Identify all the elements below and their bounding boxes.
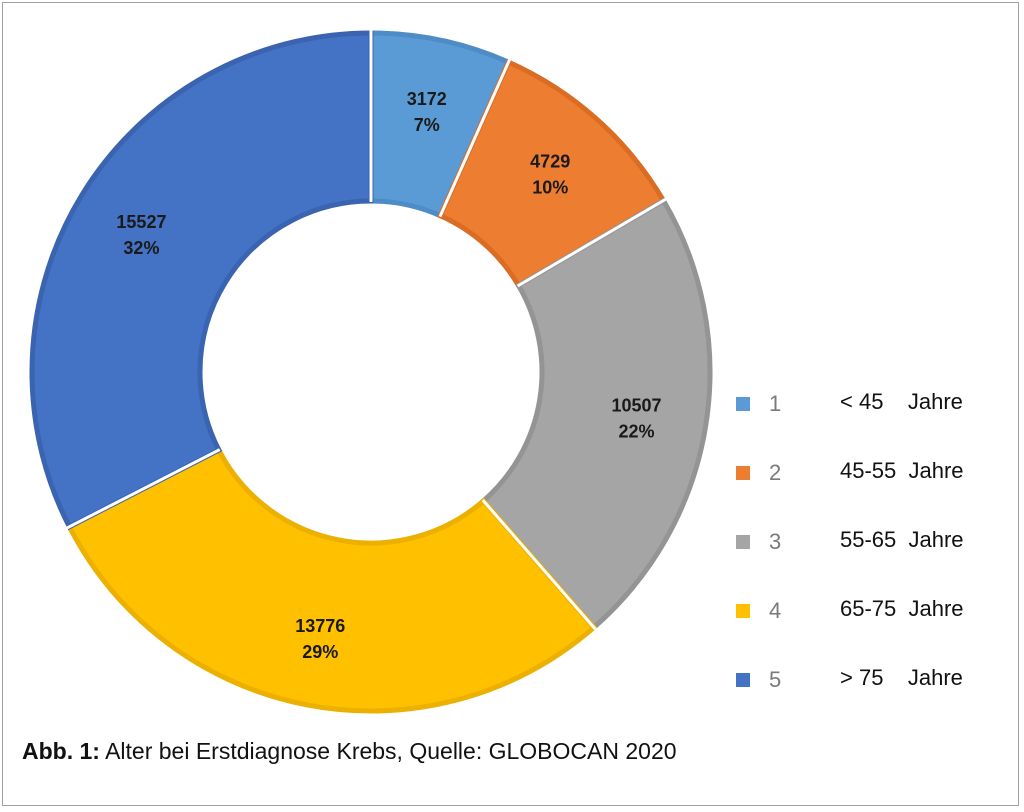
slice-3 [479,197,713,631]
slice-5 [29,30,374,531]
slice-value-label-1: 3172 [407,89,447,109]
slice-percent-label-4: 29% [302,642,338,662]
legend-item-2: 2 45-55 Jahre [736,456,1016,525]
slice-value-label-4: 13776 [295,616,345,636]
slice-4 [66,446,598,714]
slice-percent-label-3: 22% [618,421,654,441]
legend-label-5: > 75 Jahre [840,665,963,690]
slice-percent-label-2: 10% [532,177,568,197]
caption-label: Abb. 1: [22,738,100,764]
figure-caption: Abb. 1: Alter bei Erstdiagnose Krebs, Qu… [22,738,677,765]
legend-swatch-1 [736,397,750,411]
slice-separator-4 [481,499,598,632]
legend-swatch-3 [736,535,750,549]
legend-label-1: < 45 Jahre [840,389,963,414]
legend-label-3: 55-65 Jahre [840,527,964,552]
legend-index-1: 1 [769,391,782,416]
legend-label-4: 65-75 Jahre [840,596,964,621]
legend-swatch-4 [736,604,750,618]
slice-separator-5 [65,448,221,530]
legend-swatch-2 [736,466,750,480]
slice-separator-2 [438,57,512,218]
legend-item-1: 1 < 45 Jahre [736,387,1016,456]
legend-item-3: 3 55-65 Jahre [736,525,1016,594]
legend-swatch-5 [736,673,750,687]
legend-index-4: 4 [769,598,782,623]
slice-percent-label-5: 32% [123,238,159,258]
legend-label-2: 45-55 Jahre [840,458,964,483]
chart-legend: 1 < 45 Jahre 2 45-55 Jahre 3 55-65 Jahre… [736,387,1016,732]
legend-item-4: 4 65-75 Jahre [736,594,1016,663]
slice-value-label-5: 15527 [116,212,166,232]
slice-separator-3 [516,197,668,288]
slice-value-label-2: 4729 [530,151,570,171]
slice-value-label-3: 10507 [611,395,661,415]
legend-index-5: 5 [769,667,782,692]
caption-text: Alter bei Erstdiagnose Krebs, Quelle: GL… [99,738,677,764]
legend-index-3: 3 [769,529,782,554]
legend-item-5: 5 > 75 Jahre [736,663,1016,732]
legend-index-2: 2 [769,460,782,485]
slice-percent-label-1: 7% [414,115,440,135]
